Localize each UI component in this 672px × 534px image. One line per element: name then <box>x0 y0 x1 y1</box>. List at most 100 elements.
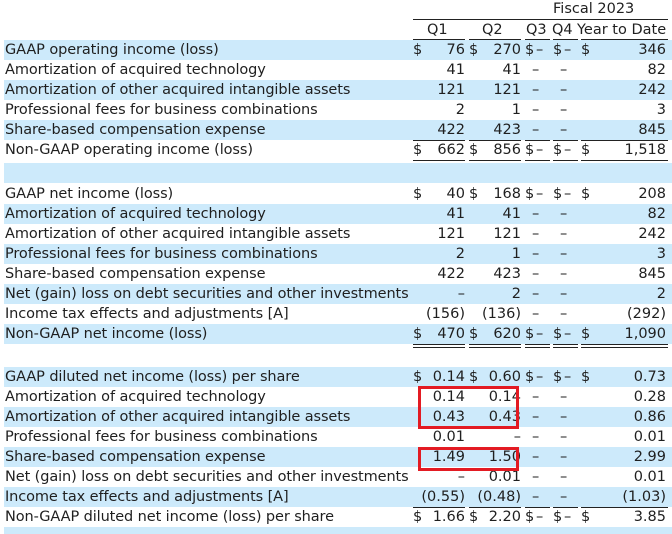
cell-q1: 422 <box>413 120 465 140</box>
cell-q3: – <box>525 467 550 487</box>
currency-symbol: $ <box>525 509 535 525</box>
currency-symbol: $ <box>553 326 563 342</box>
cell-q4: $ – <box>553 40 578 60</box>
cell-value: – <box>560 102 568 118</box>
currency-symbol: $ <box>469 326 479 342</box>
cell-ytd: (292) <box>581 304 666 324</box>
currency-symbol: $ <box>469 142 479 158</box>
table-row: Share-based compensation expense 422 423– –… <box>0 264 672 284</box>
cell-value: – <box>564 326 572 342</box>
cell-q4: $ – <box>553 507 578 527</box>
total-row: Non-GAAP net income (loss) $470 $620 $ – $ – $1… <box>0 324 672 344</box>
cell-value: (156) <box>426 306 465 322</box>
cell-value: 40 <box>446 186 465 202</box>
cell-q2: 0.01 <box>469 467 521 487</box>
cell-value: 2 <box>511 286 521 302</box>
currency-symbol: $ <box>581 509 591 525</box>
cell-value: (292) <box>627 306 666 322</box>
table-row: Net (gain) loss on debt securities and o… <box>0 284 672 304</box>
cell-value: – <box>564 509 572 525</box>
row-band <box>4 40 672 60</box>
cell-q4: – <box>553 244 578 264</box>
row-band <box>4 447 672 467</box>
header-rule <box>413 19 668 20</box>
cell-q1: $0.14 <box>413 367 465 387</box>
cell-value: 82 <box>647 62 666 78</box>
cell-ytd: 82 <box>581 60 666 80</box>
cell-value: 2.20 <box>488 509 521 525</box>
row-label: GAAP diluted net income (loss) per share <box>5 369 300 385</box>
currency-symbol: $ <box>469 509 479 525</box>
cell-value: – <box>560 429 568 445</box>
cell-q1: 2 <box>413 244 465 264</box>
cell-value: – <box>536 326 544 342</box>
cell-value: 41 <box>502 62 521 78</box>
cell-q2: (0.48) <box>469 487 521 507</box>
cell-value: 856 <box>493 142 521 158</box>
cell-value: (0.55) <box>421 489 465 505</box>
cell-q3: – <box>525 284 550 304</box>
subtotal-rule <box>413 507 465 508</box>
cell-ytd: $346 <box>581 40 666 60</box>
cell-ytd: 3 <box>581 100 666 120</box>
row-band <box>4 527 672 534</box>
cell-q2: 41 <box>469 60 521 80</box>
row-label: Net (gain) loss on debt securities and o… <box>5 286 409 302</box>
cell-q3: $ – <box>525 507 550 527</box>
currency-symbol: $ <box>469 42 479 58</box>
cell-q2: – <box>469 427 521 447</box>
cell-q3: $ – <box>525 40 550 60</box>
cell-value: 82 <box>647 206 666 222</box>
cell-value: – <box>532 226 540 242</box>
currency-symbol: $ <box>469 186 479 202</box>
row-label: Income tax effects and adjustments [A] <box>5 489 289 505</box>
cell-q4: – <box>553 407 578 427</box>
highlight-box-amortization <box>418 386 519 429</box>
table-row: Amortization of acquired technology 0.14 0… <box>0 387 672 407</box>
cell-ytd: 2.99 <box>581 447 666 467</box>
cell-q1: 121 <box>413 80 465 100</box>
cell-value: 168 <box>493 186 521 202</box>
cell-value: 0.01 <box>633 469 666 485</box>
row-label: Amortization of acquired technology <box>5 206 266 222</box>
column-header-q3: Q3 <box>526 22 547 38</box>
cell-ytd: 0.28 <box>581 387 666 407</box>
col-rule-q2 <box>469 39 521 40</box>
cell-value: 3.85 <box>633 509 666 525</box>
cell-q2: 423 <box>469 120 521 140</box>
table-row: Amortization of acquired technology 41 41–… <box>0 204 672 224</box>
cell-value: 2 <box>455 102 465 118</box>
cell-ytd: 3 <box>581 244 666 264</box>
cell-q1: 121 <box>413 224 465 244</box>
cell-value: – <box>532 489 540 505</box>
cell-ytd: $208 <box>581 184 666 204</box>
row-label: Amortization of acquired technology <box>5 389 266 405</box>
cell-q4: – <box>553 467 578 487</box>
row-label: Amortization of other acquired intangibl… <box>5 409 351 425</box>
cell-value: 423 <box>493 122 521 138</box>
cell-q1: 0.14 <box>413 387 465 407</box>
currency-symbol: $ <box>581 186 591 202</box>
cell-value: – <box>560 286 568 302</box>
total-row: Non-GAAP diluted net income (loss) per s… <box>0 507 672 527</box>
cell-value: 76 <box>446 42 465 58</box>
cell-value: – <box>564 186 572 202</box>
table-row: Professional fees for business combinati… <box>0 244 672 264</box>
cell-q1: 422 <box>413 264 465 284</box>
cell-q2: $620 <box>469 324 521 344</box>
row-label: Non-GAAP diluted net income (loss) per s… <box>5 509 334 525</box>
cell-value: 121 <box>493 226 521 242</box>
cell-value: – <box>560 489 568 505</box>
cell-value: 423 <box>493 266 521 282</box>
highlight-box-share-based-comp <box>418 447 519 471</box>
cell-q3: – <box>525 80 550 100</box>
cell-q2: 1.50 <box>469 447 521 467</box>
cell-value: – <box>564 369 572 385</box>
cell-q4: $ – <box>553 367 578 387</box>
cell-value: – <box>532 122 540 138</box>
cell-value: – <box>532 286 540 302</box>
cell-q4: – <box>553 204 578 224</box>
row-label: GAAP net income (loss) <box>5 186 174 202</box>
cell-q4: $ – <box>553 140 578 160</box>
total-double-rule <box>553 344 578 348</box>
